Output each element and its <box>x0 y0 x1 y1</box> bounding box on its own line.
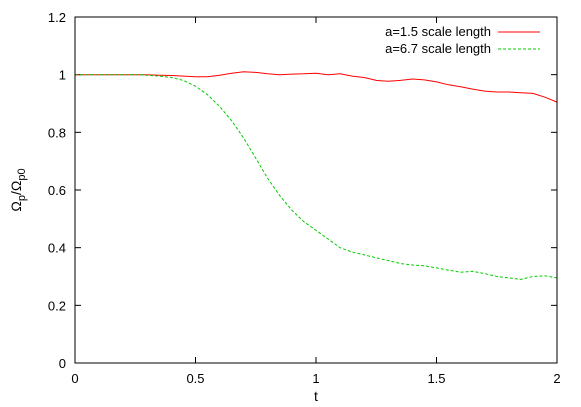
legend: a=1.5 scale length a=6.7 scale length <box>385 24 540 56</box>
x-tick-label: 1 <box>312 371 319 386</box>
y-label-sub2: p0 <box>16 168 28 180</box>
y-tick-label: 1.2 <box>48 10 66 25</box>
tick-labels: 0 0.5 1 1.5 2 0 0.2 0.4 0.6 0.8 1 1.2 <box>48 10 561 386</box>
y-tick-label: 0 <box>59 356 66 371</box>
y-axis-label: Ωp/Ωp0 <box>8 168 28 211</box>
y-tick-label: 0.4 <box>48 241 66 256</box>
x-axis-label: t <box>314 388 318 404</box>
x-tick-label: 2 <box>553 371 560 386</box>
x-tick-label: 1.5 <box>427 371 445 386</box>
series-lines <box>75 71 558 280</box>
y-tick-label: 1 <box>59 68 66 83</box>
y-label-omega2: Ω <box>8 181 24 191</box>
y-label-sub1: p <box>16 195 28 201</box>
x-tick-label: 0 <box>71 371 78 386</box>
y-label-omega: Ω <box>8 201 24 211</box>
plot-frame <box>74 16 558 364</box>
y-label-slash: / <box>8 191 24 195</box>
y-tick-label: 0.8 <box>48 125 66 140</box>
y-tick-label: 0.6 <box>48 183 66 198</box>
legend-entry-label: a=1.5 scale length <box>385 24 491 39</box>
legend-entry-label: a=6.7 scale length <box>385 41 491 56</box>
y-tick-label: 0.2 <box>48 298 66 313</box>
series-line-1 <box>75 71 558 103</box>
x-tick-label: 0.5 <box>186 371 204 386</box>
series-line-2 <box>75 74 558 280</box>
